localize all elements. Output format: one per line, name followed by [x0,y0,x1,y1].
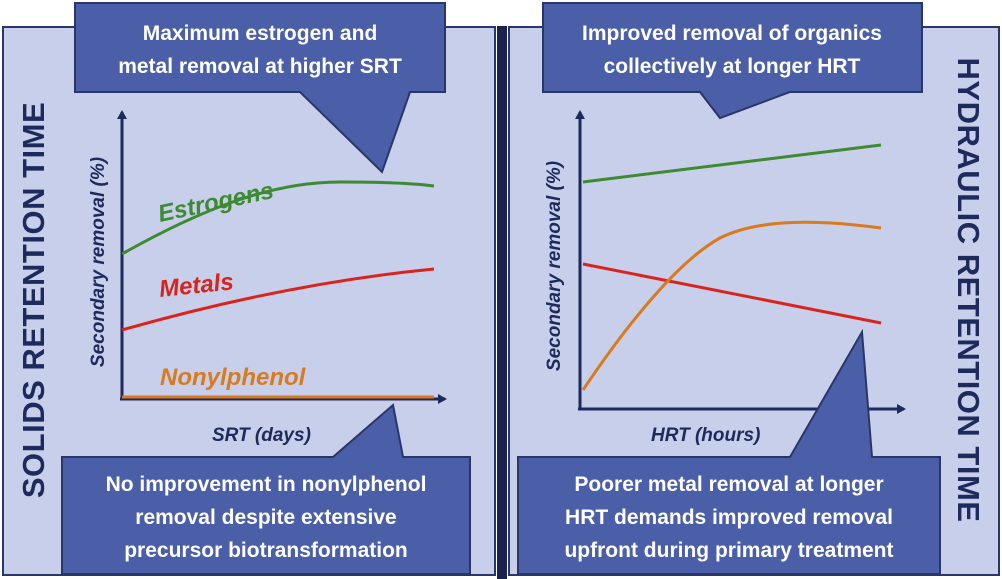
hrt-top-callout: Improved removal of organics collectivel… [542,2,923,120]
hrt-organics-line [582,143,882,184]
srt-bottom-callout-line-1: No improvement in nonylphenol [106,473,427,496]
srt-top-callout-box [74,2,446,174]
hrt-y-axis-label: Secondary removal (%) [544,161,565,371]
hrt-bottom-callout-line-2: HRT demands improved removal [565,506,893,529]
hrt-bottom-callout: Poorer metal removal at longer HRT deman… [517,328,941,575]
srt-top-callout-line-1: Maximum estrogen and [143,22,378,45]
srt-bottom-callout-box [61,403,471,575]
srt-bottom-callout-line-3: precursor biotransformation [124,539,408,562]
srt-bottom-callout-line-2: removal despite extensive [135,506,396,529]
hrt-top-callout-line-2: collectively at longer HRT [604,55,861,78]
panel-divider [497,26,507,579]
hrt-metals-line [582,262,882,325]
hrt-nonylphenol-line [581,220,882,391]
srt-estrogens-label: Estrogens [156,177,276,228]
srt-estrogens-line [121,180,435,256]
srt-metals-label: Metals [158,268,235,303]
hrt-x-axis-label: HRT (hours) [651,425,760,446]
srt-top-callout-line-2: metal removal at higher SRT [118,55,402,78]
srt-nonylphenol-label: Nonylphenol [160,364,307,391]
hrt-bottom-callout-box [517,328,941,575]
srt-y-axis-label: Secondary removal (%) [88,157,109,367]
hrt-chart: Secondary removal (%) HRT (hours) [544,110,906,446]
srt-top-callout: Maximum estrogen and metal removal at hi… [74,2,446,174]
srt-bottom-callout: No improvement in nonylphenol removal de… [61,403,471,575]
srt-metals-line [121,267,435,332]
hrt-top-callout-line-1: Improved removal of organics [582,22,882,45]
srt-x-axis-label: SRT (days) [212,425,311,446]
hrt-bottom-callout-line-3: upfront during primary treatment [564,539,893,562]
srt-chart: Estrogens Metals Nonylphenol Secondary r… [88,110,447,446]
hrt-top-callout-box [542,2,923,120]
hrt-bottom-callout-line-1: Poorer metal removal at longer [574,473,883,496]
